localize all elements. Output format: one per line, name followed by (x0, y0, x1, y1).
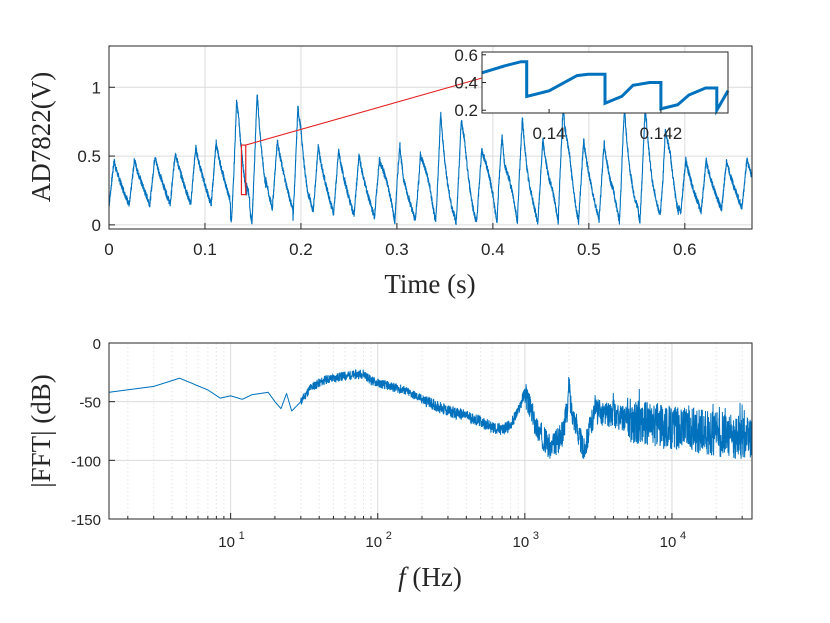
bottom-x-axis-label-unit: (Hz) (406, 562, 462, 592)
zoom-connector (245, 77, 483, 146)
inset-y-tick-label: 0.4 (454, 74, 478, 93)
inset-y-tick-label: 0.6 (454, 46, 478, 65)
bottom-x-tick-label: 10 (513, 534, 530, 551)
bottom-y-tick-label: -150 (71, 512, 101, 529)
bottom-x-tick-exponent: 4 (680, 530, 686, 542)
bottom-x-tick-label: 10 (660, 534, 677, 551)
series-fft (108, 369, 753, 459)
top-y-axis-label: AD7822(V) (26, 72, 56, 202)
zoom-box (240, 144, 247, 196)
top-x-tick-label: 0.3 (385, 240, 409, 259)
bottom-y-axis-label: |FFT| (dB) (26, 374, 56, 488)
top-x-tick-label: 0.6 (673, 240, 697, 259)
top-x-tick-label: 0.4 (481, 240, 505, 259)
series-top-signal (108, 94, 753, 226)
bottom-chart: 10 1 10 2 10 3 10 4 0-50-100-150 f (Hz) |FFT| (… (26, 336, 753, 592)
bottom-x-tick-label: 10 (365, 534, 382, 551)
top-y-tick-label: 1 (92, 78, 101, 97)
inset-x-tick-label: 0.14 (533, 124, 566, 143)
bottom-y-tick-label: -50 (79, 395, 101, 412)
top-x-axis-label: Time (s) (384, 269, 475, 299)
bottom-x-axis-label-f: f (398, 562, 409, 592)
top-y-tick-label: 0 (92, 216, 101, 235)
bottom-x-tick-exponent: 3 (533, 530, 539, 542)
inset-chart: 0.14 0.142 0.2 0.4 0.6 (454, 46, 730, 143)
bottom-x-tick-exponent: 2 (386, 530, 392, 542)
bottom-x-tick-label: 10 (218, 534, 235, 551)
bottom-y-tick-label: -100 (71, 453, 101, 470)
bottom-x-tick-exponent: 1 (239, 530, 245, 542)
bottom-plot-frame (108, 342, 753, 520)
top-x-tick-label: 0 (104, 240, 113, 259)
top-plot-frame (108, 45, 753, 230)
series-inset-signal (481, 60, 730, 116)
top-x-tick-label: 0.2 (289, 240, 313, 259)
inset-x-tick-label: 0.142 (640, 124, 683, 143)
top-x-tick-label: 0.5 (577, 240, 601, 259)
bottom-y-tick-label: 0 (93, 336, 101, 353)
top-y-tick-label: 0.5 (77, 147, 101, 166)
top-x-tick-label: 0.1 (193, 240, 217, 259)
bottom-x-axis-label: f (Hz) (398, 562, 462, 592)
inset-y-tick-label: 0.2 (454, 101, 478, 120)
